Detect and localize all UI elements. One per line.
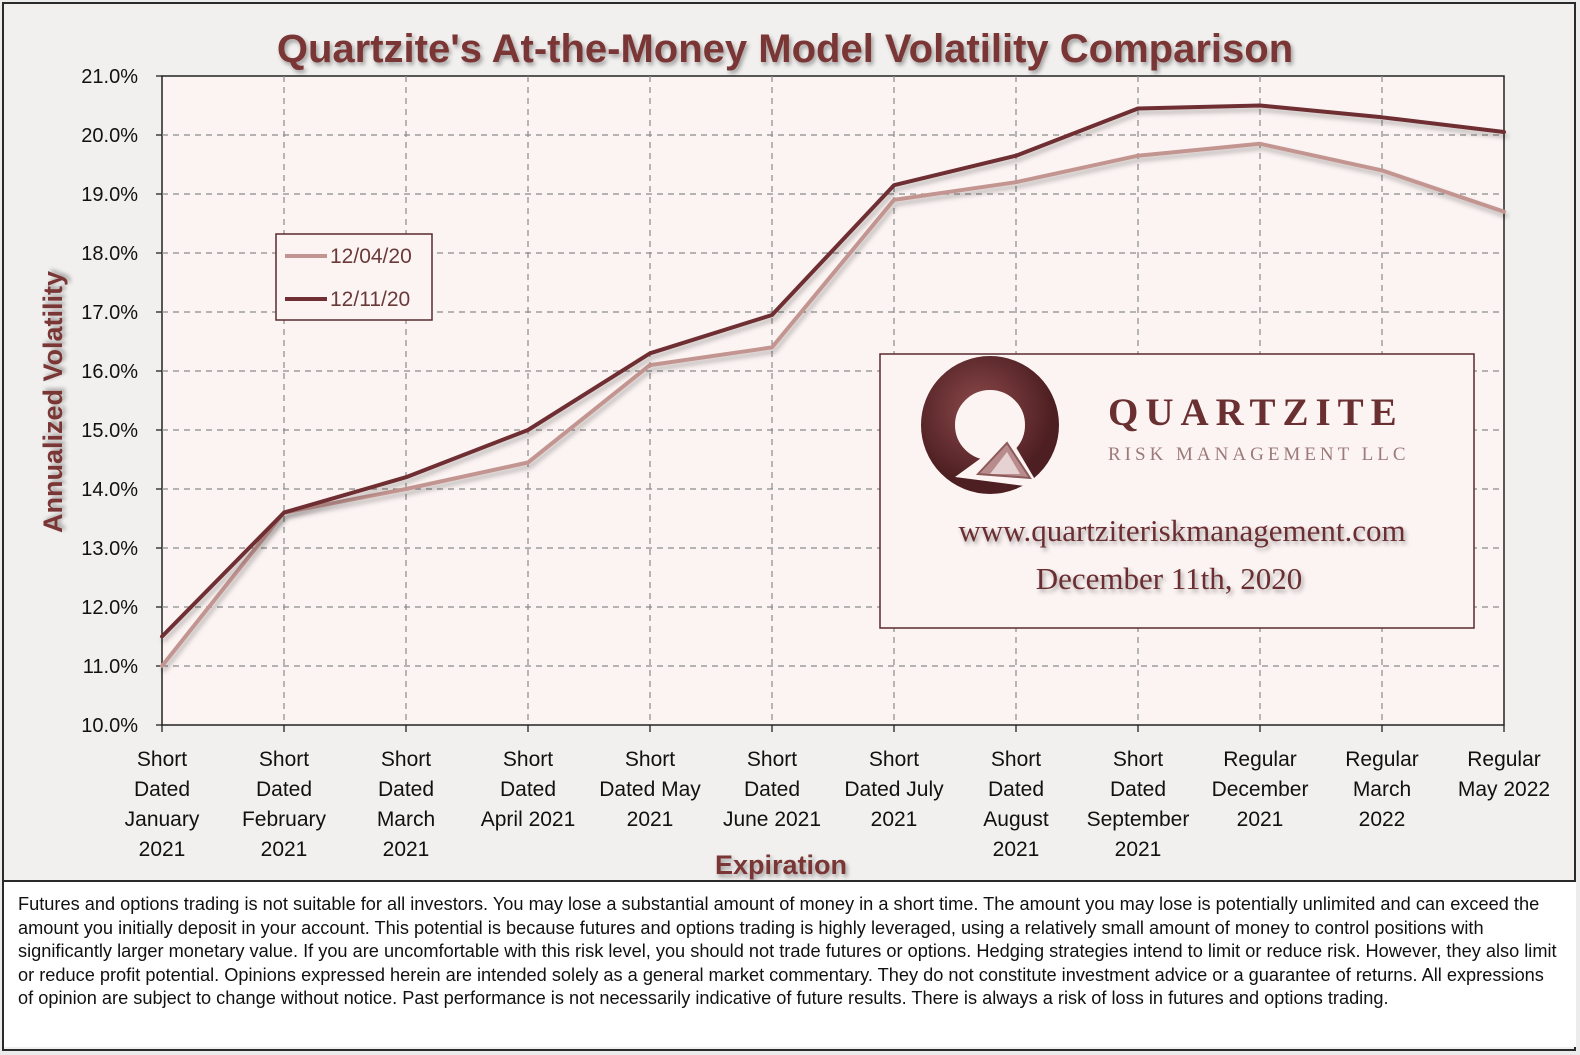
data-point [1258, 104, 1262, 107]
x-tick-label: Short Dated August 2021 [983, 748, 1049, 861]
chart-title: Quartzite's At-the-Money Model Volatilit… [277, 27, 1293, 71]
x-tick-label: Short Dated March 2021 [377, 748, 435, 861]
y-tick-label: 20.0% [81, 125, 138, 147]
data-point [1502, 130, 1506, 134]
y-axis-ticks: 10.0% 11.0% 12.0% 13.0% 14.0% 15.0% 16.0% 17.0%… [81, 66, 138, 737]
quartzite-logo-icon [921, 356, 1059, 494]
x-tick-label: Regular December 2021 [1212, 748, 1309, 831]
watermark-date: December 11th, 2020 [1036, 561, 1303, 596]
y-tick-label: 15.0% [81, 420, 138, 442]
data-point [648, 351, 652, 355]
y-tick-label: 13.0% [81, 538, 138, 560]
y-tick-label: 19.0% [81, 184, 138, 206]
watermark-company: QUARTZITE [1108, 391, 1404, 434]
data-point [892, 183, 896, 187]
data-point [892, 198, 896, 202]
data-point [526, 428, 530, 432]
legend-label-12-04-20: 12/04/20 [330, 245, 412, 268]
disclaimer-text: Futures and options trading is not suita… [4, 880, 1576, 1047]
data-point [1380, 115, 1384, 119]
x-axis-title: Expiration [715, 850, 847, 880]
watermark-url: www.quartziteriskmanagement.com [958, 513, 1405, 548]
y-tick-label: 10.0% [81, 715, 138, 737]
watermark-subtitle: RISK MANAGEMENT LLC [1108, 444, 1410, 465]
data-point [404, 487, 408, 491]
y-axis-title: Annualized Volatility [38, 271, 68, 533]
data-point [770, 345, 774, 349]
data-point [1380, 168, 1384, 172]
x-tick-label: Regular May 2022 [1458, 748, 1550, 801]
x-tick-label: Short Dated May 2021 [599, 748, 701, 831]
series-line-12-04-20 [160, 141, 1506, 668]
data-point [404, 475, 408, 479]
data-point [1136, 154, 1140, 158]
data-point [160, 664, 164, 668]
y-tick-label: 18.0% [81, 243, 138, 265]
data-point [1014, 180, 1018, 184]
x-tick-label: Short Dated June 2021 [723, 748, 821, 831]
y-tick-label: 16.0% [81, 361, 138, 383]
x-tick-label: Short Dated April 2021 [481, 748, 576, 831]
y-tick-label: 11.0% [83, 656, 138, 678]
x-tick-label: Short Dated September 2021 [1087, 748, 1190, 861]
x-tick-label: Short Dated July 2021 [844, 748, 944, 831]
data-point [526, 460, 530, 464]
legend: 12/04/20 12/11/20 [275, 233, 433, 321]
chart: Quartzite's At-the-Money Model Volatilit… [38, 27, 1550, 880]
data-point [1136, 106, 1140, 110]
data-point [770, 313, 774, 317]
y-tick-label: 21.0% [81, 66, 138, 88]
data-point [648, 363, 652, 367]
data-point [1258, 142, 1262, 146]
x-tick-label: Regular March 2022 [1345, 748, 1419, 831]
series-line-12-11-20 [160, 103, 1506, 639]
data-point [282, 511, 286, 515]
legend-label-12-11-20: 12/11/20 [330, 288, 410, 311]
x-axis-ticks: Short Dated January 2021 Short Dated February 2… [125, 748, 1550, 861]
y-tick-label: 17.0% [81, 302, 138, 324]
watermark-box: QUARTZITE RISK MANAGEMENT LLC www.quartz… [879, 353, 1475, 629]
x-tick-label: Short Dated February 2021 [242, 748, 327, 861]
data-point [1014, 154, 1018, 158]
series-lines [160, 103, 1506, 668]
data-point [160, 635, 164, 638]
y-tick-label: 12.0% [81, 597, 138, 619]
y-tick-label: 14.0% [81, 479, 138, 501]
x-tick-label: Short Dated January 2021 [125, 748, 200, 861]
data-point [1502, 210, 1506, 214]
